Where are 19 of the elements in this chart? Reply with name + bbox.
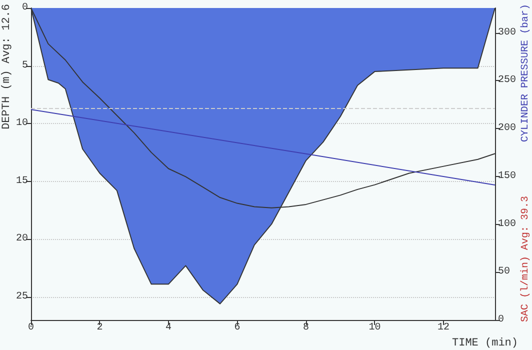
y3-axis-title: SAC (l/min) Avg: 39.3 (520, 196, 532, 322)
y2-axis-title: CYLINDER PRESSURE (bar) (520, 4, 532, 142)
y2-tick-label: 200 (498, 123, 516, 134)
y-tick-label: 20 (16, 234, 28, 245)
x-tick-label: 6 (234, 322, 240, 334)
y2-tick-label: 250 (498, 75, 516, 86)
y-tick-label: 25 (16, 291, 28, 302)
y2-tick-label: 50 (498, 266, 510, 278)
y2-tick-label: 100 (498, 218, 516, 230)
y-axis-title: DEPTH (m) Avg: 12.6 (1, 4, 13, 130)
x-tick-label: 2 (96, 322, 103, 334)
y2-tick-label: 150 (498, 170, 516, 182)
y-tick-label: 10 (16, 118, 28, 130)
y2-tick-label: 300 (498, 27, 516, 38)
x-axis-title: TIME (min) (452, 338, 518, 350)
x-tick-label: 12 (437, 322, 450, 334)
y-tick-label: 15 (16, 176, 28, 187)
x-tick-label: 8 (302, 322, 309, 334)
x-tick-label: 10 (368, 322, 381, 334)
